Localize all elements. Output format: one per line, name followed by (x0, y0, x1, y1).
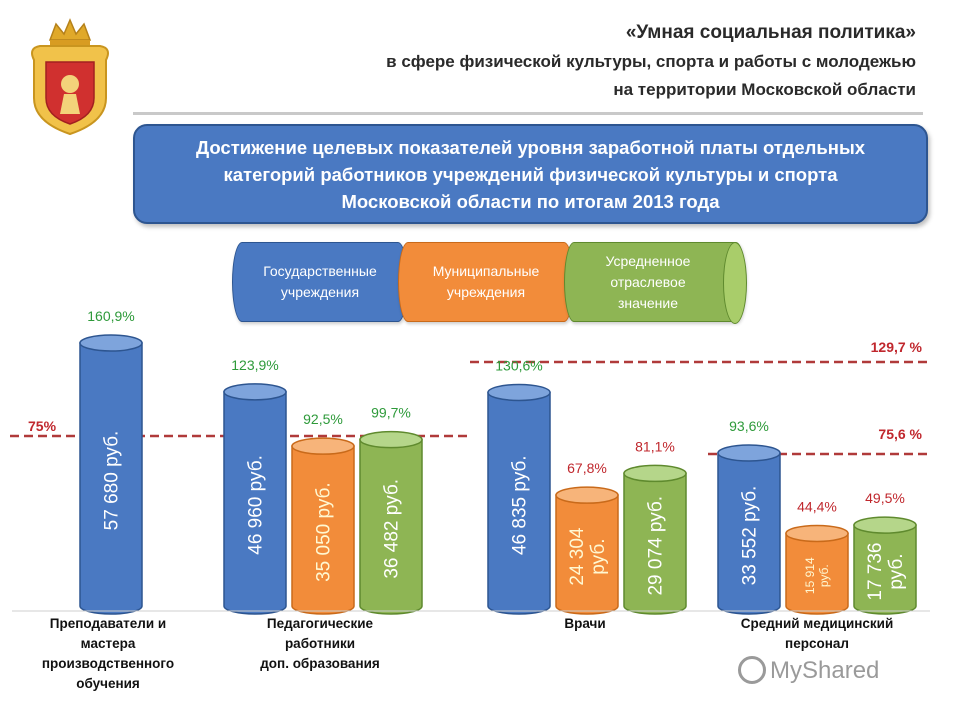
bar-g2-b1 (555, 494, 619, 615)
bar-value-line-g2-b1-0: 24 304 (567, 527, 588, 586)
category-label-doctors-line-1: Врачи (564, 616, 606, 631)
bar-value-line-g3-b1-0: 15 914 (803, 557, 817, 594)
bar-g2-b2 (623, 472, 687, 615)
category-label-pedagogues-line-1: Педагогические (266, 616, 374, 631)
bar-value-g1-b0: 46 960 руб. (246, 455, 267, 555)
bar-percent-g1-b0: 123,9% (231, 357, 278, 373)
chart-title-line-2: категорий работников учреждений физическ… (223, 164, 838, 185)
bar-percent-g3-b0: 93,6% (729, 418, 769, 434)
watermark-text: MyShared (770, 657, 880, 684)
bar-value-line-g2-b1-1: руб. (588, 538, 609, 574)
watermark-icon (738, 656, 766, 684)
legend-mun: Муниципальные учреждения (398, 242, 574, 322)
category-label-doctors: Врачи (520, 614, 650, 634)
bar-value-line-g3-b2-1: руб. (886, 553, 907, 589)
bar-percent-g3-b2: 49,5% (865, 490, 905, 506)
bar-top-g2-b0 (487, 383, 551, 402)
bar-top-g1-b0 (223, 383, 287, 401)
bar-value-g2-b0: 46 835 руб. (510, 455, 531, 555)
category-label-teachers-line-3: производственного (41, 656, 175, 671)
bar-g1-b1 (291, 445, 355, 615)
bar-top-g3-b0 (717, 444, 781, 462)
legend-avg-line-2: отраслевое (610, 273, 686, 290)
bar-value-line-g1-b0-0: 46 960 руб. (246, 455, 267, 555)
bar-value-g2-b1: 24 304руб. (567, 527, 609, 586)
target-label-0: 75% (28, 418, 57, 434)
bar-top-g0-b0 (79, 334, 143, 352)
bar-top-g2-b1 (555, 486, 619, 504)
bar-value-line-g3-b0-0: 33 552 руб. (740, 486, 761, 586)
bar-value-g1-b1: 35 050 руб. (314, 482, 335, 582)
bar-top-g1-b1 (291, 437, 355, 455)
bar-percent-g0-b0: 160,9% (87, 308, 134, 324)
category-label-teachers-line-1: Преподаватели и (49, 616, 167, 631)
category-label-teachers-line-4: обучения (76, 676, 140, 691)
category-label-nurses-line-2: персонал (785, 636, 849, 651)
legend-avg-line-3: значение (617, 294, 679, 311)
bar-value-line-g1-b2-0: 36 482 руб. (382, 479, 403, 579)
bar-top-g3-b1 (785, 524, 849, 543)
bar-value-line-g3-b2-0: 17 736 (865, 543, 886, 601)
category-label-nurses-line-1: Средний медицинский (740, 616, 894, 631)
legend-gov-line-2: учреждения (280, 284, 360, 300)
bar-g3-b2 (853, 524, 917, 615)
legend-gov: Государственные учреждения (232, 242, 408, 322)
category-label-pedagogues-line-2: работники (284, 636, 356, 651)
bar-percent-g2-b1: 67,8% (567, 460, 607, 476)
bar-g0-b0 (79, 342, 143, 615)
bar-top-g1-b2 (359, 430, 423, 449)
bar-percent-g1-b2: 99,7% (371, 405, 411, 421)
category-label-pedagogues-line-3: доп. образования (260, 656, 380, 671)
legend-avg-line-1: Усредненное (605, 252, 691, 269)
bar-value-line-g3-b1-1: руб. (817, 564, 831, 587)
bar-g3-b1 (785, 532, 849, 615)
header-line-1: «Умная социальная политика» (625, 22, 916, 43)
bar-g2-b0 (487, 391, 551, 615)
header-divider (133, 112, 923, 115)
bar-percent-g2-b0: 130,6% (495, 357, 542, 373)
category-label-nurses: Средний медицинский персонал (712, 614, 922, 654)
bar-value-line-g0-b0-0: 57 680 руб. (102, 431, 123, 531)
bar-value-g3-b2: 17 736руб. (865, 543, 907, 601)
category-label-pedagogues: Педагогические работники доп. образовани… (230, 614, 410, 674)
legend-gov-line-1: Государственные (263, 263, 377, 279)
bar-percent-g3-b1: 44,4% (797, 498, 837, 514)
bar-g3-b0 (717, 452, 781, 615)
target-label-3: 75,6 % (878, 426, 922, 442)
bar-top-g2-b2 (623, 464, 687, 483)
bar-top-g3-b2 (853, 516, 917, 534)
legend-mun-line-2: учреждения (446, 284, 526, 300)
category-label-teachers-line-2: мастера (80, 636, 136, 651)
legend-avg: Усредненное отраслевое значение (564, 242, 747, 324)
bar-g1-b0 (223, 391, 287, 615)
chart-title: Достижение целевых показателей уровня за… (133, 124, 928, 224)
bar-g1-b2 (359, 438, 423, 615)
bar-value-g2-b2: 29 074 руб. (646, 496, 667, 596)
header-line-3: на территории Московской области (613, 80, 916, 99)
bar-value-line-g2-b2-0: 29 074 руб. (646, 496, 667, 596)
bar-percent-g2-b2: 81,1% (635, 438, 675, 454)
bar-value-g1-b2: 36 482 руб. (382, 479, 403, 579)
bar-value-line-g2-b0-0: 46 835 руб. (510, 455, 531, 555)
legend-mun-line-1: Муниципальные (432, 263, 540, 279)
bar-percent-g1-b1: 92,5% (303, 411, 343, 427)
target-label-2: 129,7 % (871, 339, 923, 355)
chart-title-line-3: Московской области по итогам 2013 года (341, 191, 720, 212)
header-line-2: в сфере физической культуры, спорта и ра… (386, 52, 916, 71)
category-label-teachers: Преподаватели и мастера производственног… (18, 614, 198, 694)
bar-value-line-g1-b1-0: 35 050 руб. (314, 482, 335, 582)
chart-title-line-1: Достижение целевых показателей уровня за… (195, 137, 866, 158)
bar-value-g0-b0: 57 680 руб. (102, 431, 123, 531)
emblem-icon (31, 18, 109, 136)
bar-value-g3-b0: 33 552 руб. (740, 486, 761, 586)
bar-value-g3-b1: 15 914руб. (803, 557, 831, 594)
